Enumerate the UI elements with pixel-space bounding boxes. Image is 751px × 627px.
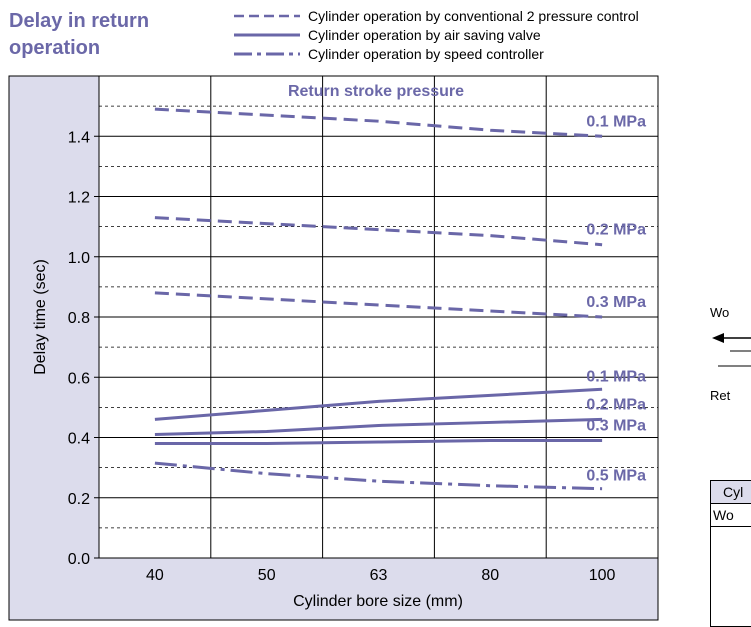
direction-arrows xyxy=(712,333,751,367)
x-tick-label: 50 xyxy=(258,567,276,584)
legend-label-air-saving: Cylinder operation by air saving valve xyxy=(308,26,541,43)
legend-item-air-saving: Cylinder operation by air saving valve xyxy=(232,25,751,44)
y-tick-label: 0.0 xyxy=(68,551,90,568)
title-line-2: operation xyxy=(9,37,101,59)
chart-inner-title: Return stroke pressure xyxy=(288,83,464,100)
cylinder-table: Cyl Wo xyxy=(710,480,751,627)
series-label: 0.1 MPa xyxy=(586,368,646,385)
x-tick-label: 63 xyxy=(370,567,388,584)
legend-item-speed-controller: Cylinder operation by speed controller xyxy=(232,44,751,63)
dashdot-line-swatch xyxy=(234,52,300,55)
cylinder-table-row: Wo xyxy=(711,504,751,527)
series-line-dashed-0-3-mpa xyxy=(154,291,603,319)
series-line-dashdot-0-5-mpa xyxy=(154,461,603,491)
y-tick-label: 1.0 xyxy=(68,250,90,267)
series-line-dashed-0-1-mpa xyxy=(154,107,603,138)
series-line-solid-0-2-mpa xyxy=(154,417,603,436)
legend-label-conventional: Cylinder operation by conventional 2 pre… xyxy=(308,7,639,24)
return-label: Ret xyxy=(710,388,731,403)
series-line-solid-0-1-mpa xyxy=(154,387,603,421)
series-label: 0.2 MPa xyxy=(586,222,646,239)
x-tick-label: 80 xyxy=(481,567,499,584)
solid-line-swatch xyxy=(234,33,300,36)
y-tick-label: 1.2 xyxy=(68,190,90,207)
legend-item-conventional: Cylinder operation by conventional 2 pre… xyxy=(232,6,751,25)
y-axis-label: Delay time (sec) xyxy=(32,259,49,375)
series-line-dashed-0-2-mpa xyxy=(154,216,603,247)
y-tick-label: 0.2 xyxy=(68,491,90,508)
series-line-solid-0-3-mpa xyxy=(154,439,603,446)
series-label: 0.2 MPa xyxy=(586,396,646,413)
series-label: 0.1 MPa xyxy=(586,113,646,130)
legend-label-speed-controller: Cylinder operation by speed controller xyxy=(308,45,544,62)
x-axis-label: Cylinder bore size (mm) xyxy=(293,593,463,610)
y-tick-label: 0.8 xyxy=(68,310,90,327)
cylinder-table-header: Cyl xyxy=(711,481,751,504)
chart-title-block: Delay in return operation xyxy=(9,8,209,62)
series-label: 0.3 MPa xyxy=(586,418,646,435)
x-tick-label: 100 xyxy=(589,567,616,584)
series-label: 0.5 MPa xyxy=(586,468,646,485)
title-line-1: Delay in return xyxy=(9,10,150,32)
y-tick-label: 1.4 xyxy=(68,129,90,146)
x-tick-label: 40 xyxy=(146,567,164,584)
y-tick-label: 0.6 xyxy=(68,370,90,387)
dashed-line-swatch xyxy=(234,14,300,17)
work-label: Wo xyxy=(710,305,730,320)
series-label: 0.3 MPa xyxy=(586,294,646,311)
y-tick-label: 0.4 xyxy=(68,431,90,448)
legend: Cylinder operation by conventional 2 pre… xyxy=(232,6,751,63)
